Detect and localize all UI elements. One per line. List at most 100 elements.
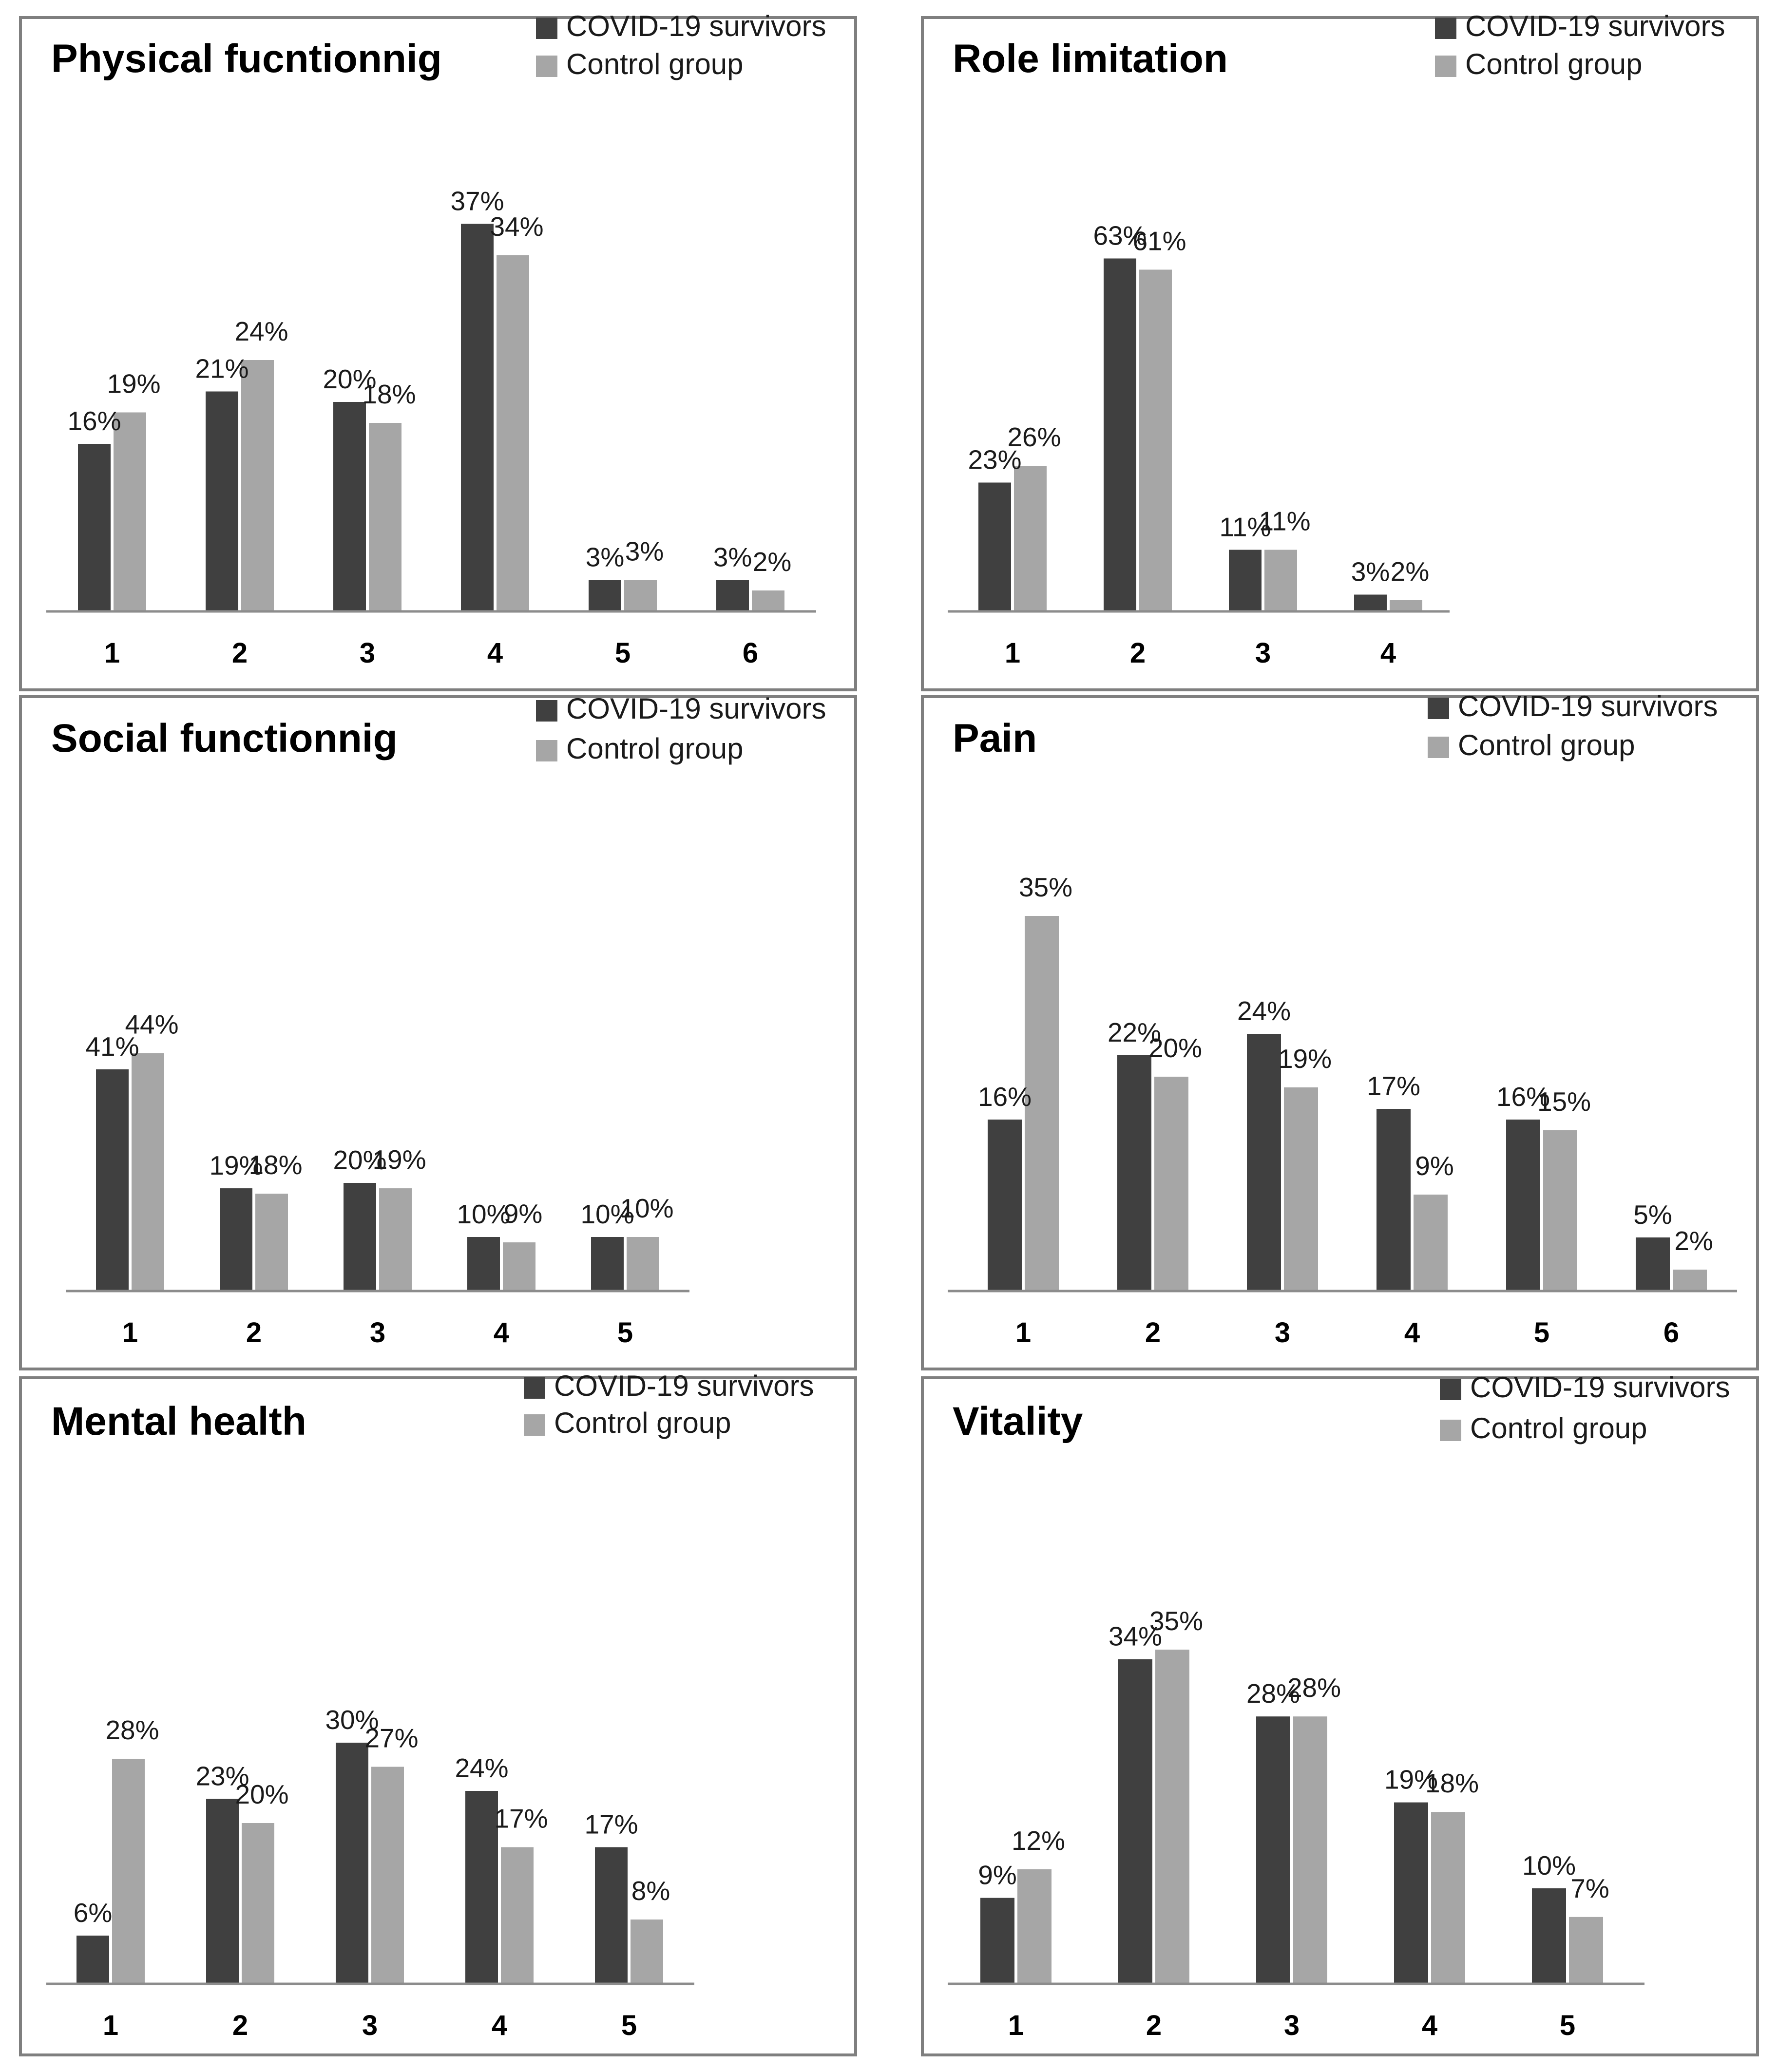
- chart-title: Mental health: [51, 1399, 306, 1444]
- data-label-control: 27%: [364, 1723, 418, 1753]
- x-tick-label: 4: [487, 637, 503, 669]
- x-tick-label: 2: [232, 637, 248, 669]
- bar-covid-survivors: [980, 1898, 1014, 1984]
- bar-control-group: [1025, 916, 1059, 1291]
- data-label-control: 18%: [249, 1150, 302, 1180]
- x-tick-label: 1: [122, 1317, 138, 1349]
- data-label-covid: 10%: [580, 1199, 634, 1229]
- panel-frame: [19, 695, 857, 1370]
- data-label-control: 15%: [1537, 1086, 1591, 1117]
- bar-control-group: [255, 1194, 288, 1291]
- data-label-control: 11%: [1259, 506, 1311, 536]
- x-tick-label: 3: [360, 637, 375, 669]
- legend-label-covid: COVID-19 survivors: [1470, 1371, 1730, 1404]
- data-label-covid: 22%: [1108, 1017, 1161, 1047]
- data-label-control: 7%: [1570, 1873, 1609, 1903]
- data-label-covid: 23%: [195, 1761, 249, 1791]
- legend-label-covid: COVID-19 survivors: [1465, 10, 1725, 42]
- x-tick-label: 1: [1015, 1317, 1031, 1349]
- bar-control-group: [1673, 1270, 1707, 1291]
- data-label-covid: 24%: [455, 1753, 508, 1783]
- bar-covid-survivors: [78, 444, 111, 611]
- data-label-control: 24%: [234, 316, 288, 346]
- bar-covid-survivors: [1229, 550, 1262, 611]
- legend-label-control: Control group: [566, 48, 744, 80]
- chart-title: Pain: [953, 716, 1037, 760]
- panel-frame: [921, 695, 1759, 1370]
- bar-control-group: [241, 360, 274, 611]
- data-label-control: 2%: [1391, 556, 1430, 587]
- bar-covid-survivors: [465, 1791, 498, 1984]
- x-tick-label: 6: [743, 637, 758, 669]
- data-label-control: 2%: [1674, 1226, 1713, 1256]
- data-label-control: 10%: [620, 1193, 673, 1223]
- legend-swatch-control: [524, 1414, 545, 1436]
- data-label-covid: 24%: [1237, 996, 1291, 1026]
- bar-control-group: [379, 1188, 412, 1291]
- data-label-covid: 20%: [333, 1145, 386, 1175]
- data-label-control: 18%: [1425, 1768, 1479, 1798]
- legend-swatch-covid: [536, 700, 557, 722]
- x-tick-label: 5: [617, 1317, 633, 1349]
- bar-covid-survivors: [467, 1237, 500, 1291]
- bar-control-group: [752, 590, 784, 611]
- bar-control-group: [114, 412, 146, 611]
- legend-swatch-covid: [524, 1377, 545, 1399]
- panel-frame: [19, 16, 857, 691]
- bar-covid-survivors: [336, 1743, 368, 1984]
- x-tick-label: 4: [1404, 1317, 1420, 1349]
- bar-control-group: [1264, 550, 1297, 611]
- x-tick-label: 4: [1380, 637, 1396, 669]
- x-tick-label: 4: [494, 1317, 509, 1349]
- data-label-control: 3%: [625, 536, 664, 567]
- bar-control-group: [369, 423, 401, 611]
- legend-swatch-covid: [1435, 18, 1456, 39]
- legend-swatch-control: [1435, 56, 1456, 77]
- bar-control-group: [1155, 1650, 1189, 1984]
- chart-panel: Social functionnig COVID-19 survivors Cont…: [19, 692, 857, 1370]
- data-label-control: 9%: [504, 1198, 543, 1229]
- x-tick-label: 6: [1663, 1317, 1679, 1349]
- data-label-covid: 34%: [1109, 1621, 1162, 1652]
- data-label-covid: 28%: [1246, 1678, 1300, 1709]
- bar-covid-survivors: [1118, 1659, 1152, 1984]
- data-label-covid: 3%: [713, 542, 752, 572]
- panel-frame: [921, 1376, 1759, 2056]
- legend-label-control: Control group: [1458, 729, 1635, 761]
- legend-label-control: Control group: [566, 732, 744, 765]
- bar-covid-survivors: [333, 402, 366, 611]
- legend-label-covid: COVID-19 survivors: [554, 1369, 814, 1402]
- data-label-covid: 30%: [325, 1705, 379, 1735]
- bar-covid-survivors: [1247, 1034, 1281, 1291]
- bar-control-group: [1154, 1077, 1188, 1291]
- legend-label-covid: COVID-19 survivors: [566, 692, 826, 725]
- bar-covid-survivors: [96, 1069, 129, 1291]
- x-tick-label: 3: [370, 1317, 385, 1349]
- x-tick-label: 3: [1255, 637, 1271, 669]
- chart-panel: Role limitation COVID-19 survivors Control…: [921, 10, 1759, 691]
- bar-covid-survivors: [591, 1237, 624, 1291]
- bar-covid-survivors: [76, 1936, 109, 1984]
- x-tick-label: 1: [103, 2010, 118, 2041]
- bar-control-group: [497, 255, 529, 611]
- x-tick-label: 1: [1005, 637, 1020, 669]
- data-label-covid: 16%: [67, 406, 121, 436]
- bar-control-group: [501, 1847, 534, 1984]
- data-label-covid: 23%: [968, 445, 1021, 475]
- bar-covid-survivors: [716, 580, 749, 611]
- legend-swatch-control: [1440, 1420, 1461, 1441]
- data-label-control: 35%: [1149, 1606, 1203, 1636]
- data-label-control: 26%: [1007, 422, 1061, 452]
- data-label-control: 19%: [1278, 1044, 1332, 1074]
- legend-label-control: Control group: [1465, 48, 1643, 80]
- x-tick-label: 2: [1146, 2010, 1162, 2041]
- data-label-covid: 63%: [1093, 221, 1147, 251]
- data-label-covid: 37%: [450, 186, 504, 216]
- data-label-covid: 17%: [1367, 1071, 1420, 1101]
- data-label-covid: 16%: [1496, 1082, 1550, 1112]
- bar-control-group: [1139, 269, 1172, 611]
- x-tick-label: 3: [362, 2010, 378, 2041]
- bar-covid-survivors: [1354, 594, 1387, 611]
- legend-swatch-control: [1428, 737, 1449, 758]
- data-label-covid: 9%: [978, 1860, 1017, 1890]
